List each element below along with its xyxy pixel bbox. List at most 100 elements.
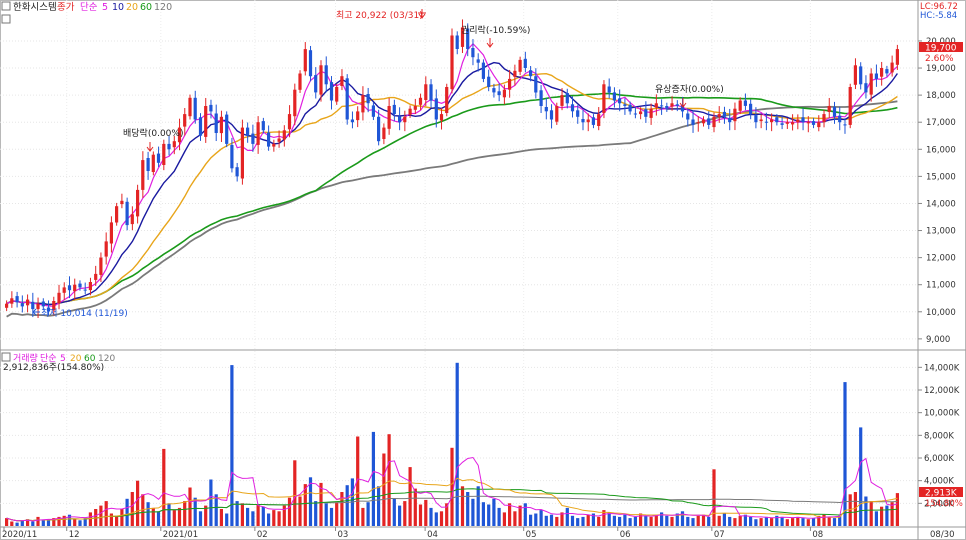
volume-bar xyxy=(612,515,616,526)
volume-bar xyxy=(340,492,344,526)
candle-body xyxy=(345,78,349,120)
candle-body xyxy=(780,123,784,125)
candle-body xyxy=(665,106,669,109)
candle-body xyxy=(806,122,810,124)
volume-bar xyxy=(827,516,831,526)
current-price-badge xyxy=(919,42,963,52)
price-tick-label: 12,000 xyxy=(926,254,956,264)
volume-bar xyxy=(717,515,721,526)
volume-bar xyxy=(549,514,554,526)
volume-bar xyxy=(52,518,56,526)
volume-bar xyxy=(791,518,795,526)
volume-bar xyxy=(46,519,51,526)
candle-body xyxy=(214,113,218,133)
candle-body xyxy=(586,119,590,123)
candle-body xyxy=(141,160,145,190)
volume-bar xyxy=(413,488,417,526)
volume-bar xyxy=(246,507,250,526)
candle-body xyxy=(633,113,637,115)
volume-bar xyxy=(146,502,150,526)
volume-bar xyxy=(487,504,491,526)
x-tick-label: 05 xyxy=(526,530,537,540)
volume-bars xyxy=(5,362,899,526)
ma-type: 단순 xyxy=(80,2,98,13)
volume-bar xyxy=(707,516,711,526)
volume-bar xyxy=(628,518,632,526)
candle-body xyxy=(549,110,554,120)
candle-body xyxy=(670,103,674,107)
volume-bar xyxy=(618,516,622,526)
volume-bar xyxy=(424,499,428,526)
candle-body xyxy=(770,119,774,123)
candle-body xyxy=(104,241,108,257)
volume-bar xyxy=(560,512,564,526)
candle-body xyxy=(712,116,716,128)
candle-body xyxy=(848,87,852,125)
volume-bar xyxy=(701,514,706,526)
x-tick-label: 08 xyxy=(812,530,823,540)
volume-bar xyxy=(167,503,171,526)
candle-body xyxy=(717,114,721,117)
x-tick-label: 03 xyxy=(338,530,349,540)
volume-bar xyxy=(581,516,585,526)
x-tick-label: 06 xyxy=(620,530,631,540)
volume-bar xyxy=(817,515,821,526)
volume-pane-icon[interactable] xyxy=(1,352,11,362)
volume-bar xyxy=(67,514,72,526)
candle-body xyxy=(209,104,213,112)
volume-bar xyxy=(162,448,166,526)
candle-body xyxy=(183,114,187,127)
price-tick-label: 10,000 xyxy=(926,308,956,318)
candle-body xyxy=(83,289,87,291)
date-axis: 2020/11 12 2021/01 02 03 04 05 06 07 08 08/30 xyxy=(2,527,955,540)
last-volume-readout: 2,912,836주(154.80%) xyxy=(3,362,104,373)
candle-body xyxy=(602,84,606,113)
candle-body xyxy=(534,76,538,93)
price-tick-label: 16,000 xyxy=(926,145,956,155)
price-legend: 한화시스템 종가 단순 5 10 20 60 120 xyxy=(1,1,172,24)
candle-body xyxy=(151,154,155,172)
ma-period-10: 10 xyxy=(112,2,124,13)
candle-body xyxy=(859,66,863,85)
candle-body xyxy=(125,201,129,226)
candle-body xyxy=(544,107,548,112)
candle-body xyxy=(398,116,402,123)
candle-body xyxy=(392,104,396,115)
candle-body xyxy=(623,104,627,106)
candle-body xyxy=(801,117,805,123)
volume-bar xyxy=(691,518,695,526)
candle-body xyxy=(853,65,857,85)
volume-moving-averages xyxy=(6,456,898,522)
candle-body xyxy=(193,97,197,120)
volume-bar xyxy=(83,518,87,526)
volume-bar xyxy=(602,510,606,526)
candle-body xyxy=(597,114,601,126)
volume-bar xyxy=(183,501,187,526)
volume-bar xyxy=(214,494,218,526)
x-tick-label: 04 xyxy=(427,530,438,540)
paid-in-arrow-icon xyxy=(679,98,687,108)
volume-bar xyxy=(686,516,690,526)
candle-body xyxy=(460,27,465,47)
volume-bar xyxy=(466,492,470,526)
candle-body xyxy=(513,70,517,77)
volume-bar xyxy=(722,513,726,526)
volume-bar xyxy=(408,467,412,526)
pane-settings-icon[interactable] xyxy=(1,14,11,24)
candle-body xyxy=(644,109,648,117)
candle-body xyxy=(628,104,632,112)
candle-body xyxy=(827,106,831,112)
candle-body xyxy=(680,104,685,112)
candle-body xyxy=(749,103,753,115)
volume-bar xyxy=(62,515,66,526)
candle-body xyxy=(46,307,51,312)
candle-body xyxy=(366,94,370,104)
pane-collapse-icon[interactable] xyxy=(1,1,11,11)
volume-bar xyxy=(801,518,805,526)
volume-bar xyxy=(277,511,281,526)
candle-body xyxy=(356,111,360,121)
candle-body xyxy=(329,82,334,101)
candle-body xyxy=(424,84,428,100)
volume-bar xyxy=(806,519,810,526)
